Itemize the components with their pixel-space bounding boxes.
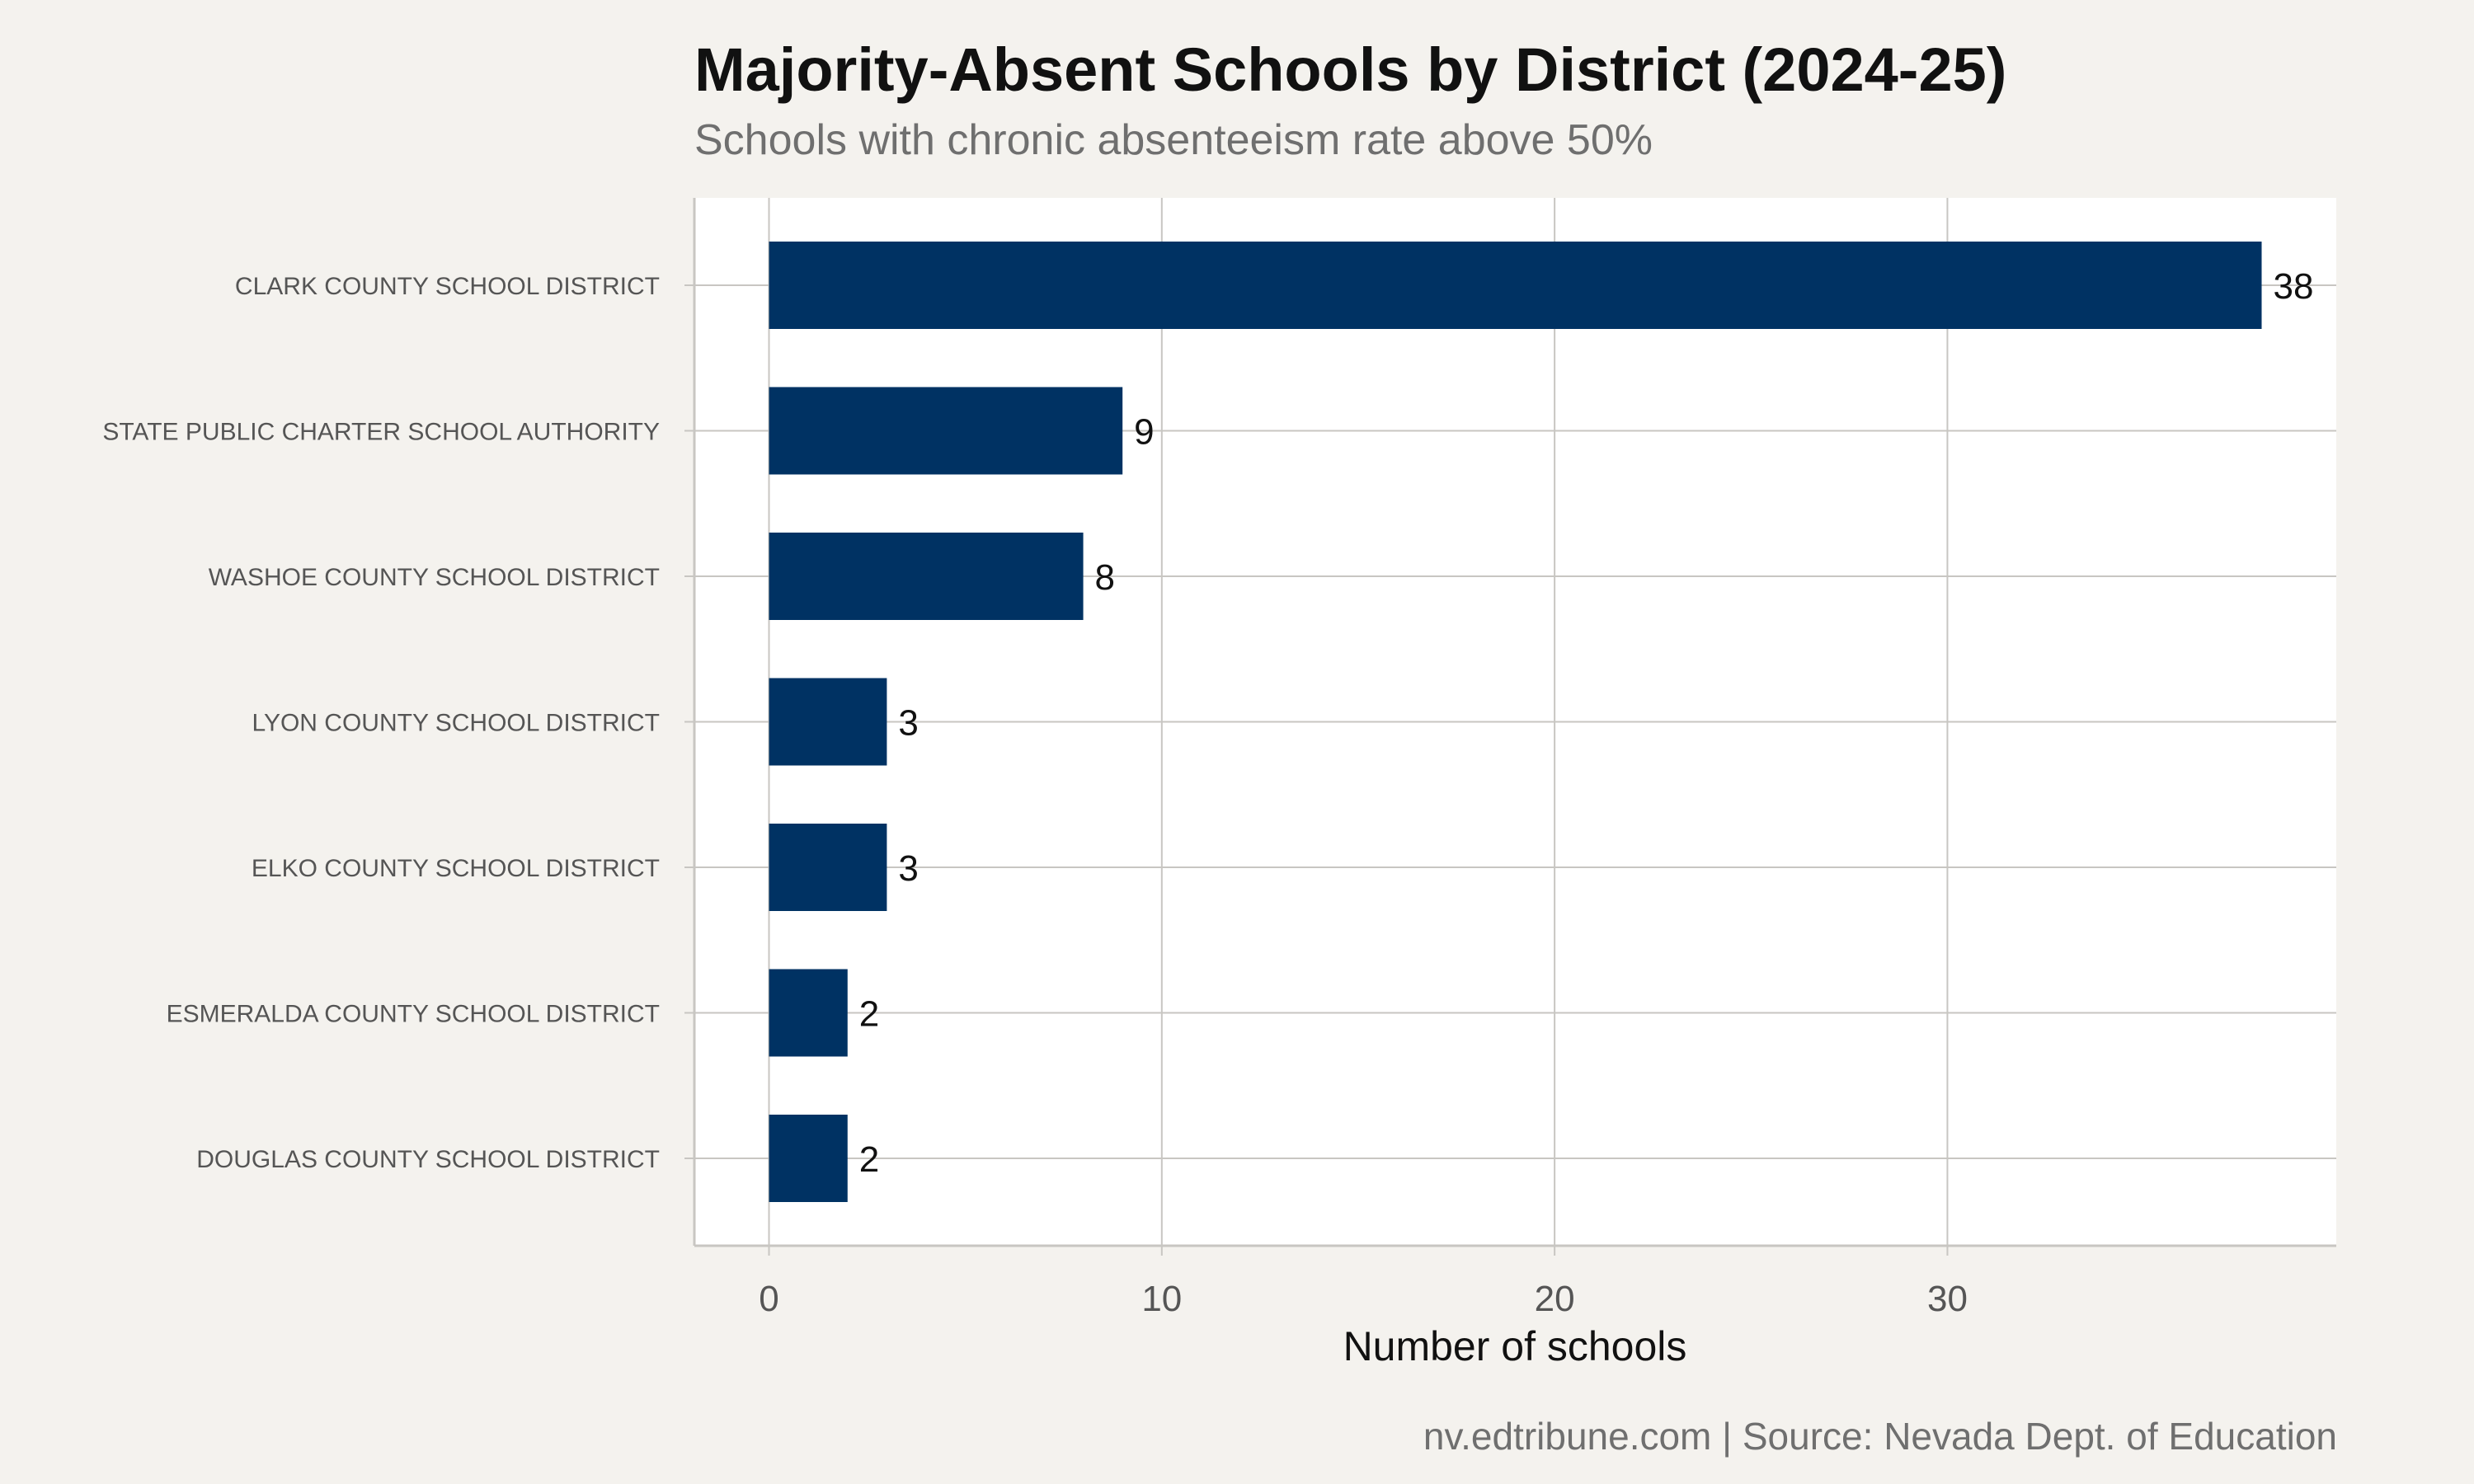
x-tick-labels: 0 10 20 30: [759, 1279, 1968, 1319]
bar: [769, 387, 1123, 475]
x-tick-label: 20: [1535, 1279, 1575, 1319]
bar: [769, 533, 1084, 620]
bar: [769, 242, 2262, 329]
chart-subtitle: Schools with chronic absenteeism rate ab…: [694, 116, 1653, 164]
x-axis-title: Number of schools: [1343, 1323, 1687, 1369]
bar: [769, 969, 848, 1057]
x-tick-label: 0: [759, 1279, 778, 1319]
category-label: LYON COUNTY SCHOOL DISTRICT: [252, 710, 660, 737]
x-tick-label: 30: [1927, 1279, 1968, 1319]
category-label: CLARK COUNTY SCHOOL DISTRICT: [235, 273, 660, 300]
category-labels: CLARK COUNTY SCHOOL DISTRICT STATE PUBLIC…: [102, 273, 660, 1173]
bars: [769, 242, 2262, 1202]
chart-title: Majority-Absent Schools by District (202…: [694, 35, 2007, 104]
bar: [769, 1115, 848, 1202]
x-tick-label: 10: [1141, 1279, 1182, 1319]
data-labels: 38 9 8 3 3 2 2: [859, 266, 2314, 1180]
bar-value-label: 3: [898, 703, 918, 744]
category-label: ELKO COUNTY SCHOOL DISTRICT: [252, 855, 660, 882]
category-label: WASHOE COUNTY SCHOOL DISTRICT: [209, 564, 660, 591]
source-caption: nv.edtribune.com | Source: Nevada Dept. …: [1423, 1415, 2337, 1458]
category-label: STATE PUBLIC CHARTER SCHOOL AUTHORITY: [102, 419, 660, 446]
bar: [769, 678, 887, 766]
bar-value-label: 3: [898, 848, 918, 889]
bar-value-label: 2: [859, 994, 879, 1035]
category-label: DOUGLAS COUNTY SCHOOL DISTRICT: [196, 1146, 660, 1173]
axis-lines: [684, 198, 2336, 1256]
bar: [769, 824, 887, 911]
bar-value-label: 38: [2274, 266, 2314, 307]
bar-value-label: 9: [1134, 412, 1154, 453]
bar-value-label: 2: [859, 1139, 879, 1180]
category-label: ESMERALDA COUNTY SCHOOL DISTRICT: [167, 1001, 660, 1028]
bar-value-label: 8: [1095, 557, 1115, 598]
